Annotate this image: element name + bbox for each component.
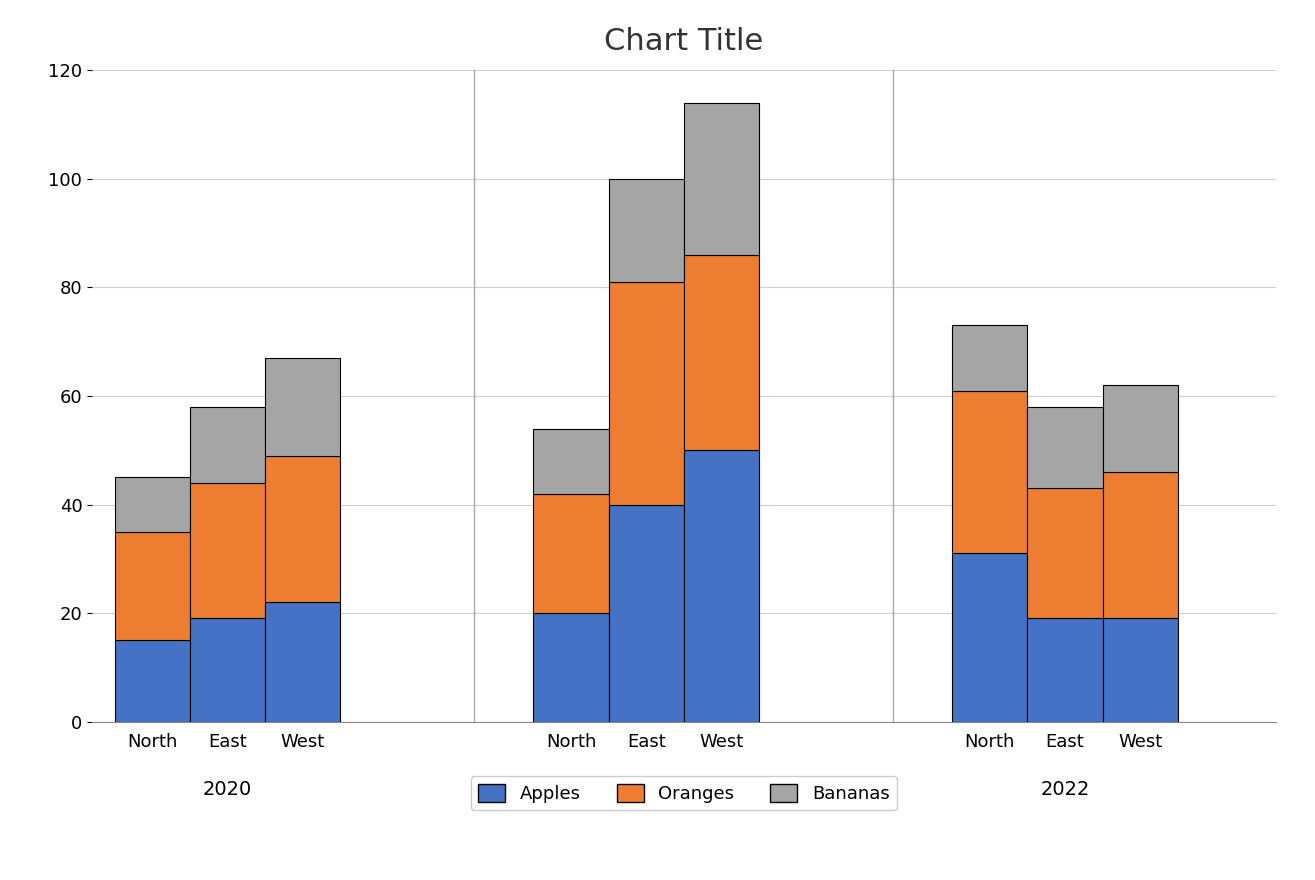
Bar: [534, 613, 609, 722]
Bar: [189, 619, 264, 722]
Bar: [114, 477, 189, 532]
Bar: [684, 451, 759, 722]
Bar: [189, 407, 264, 483]
Title: Chart Title: Chart Title: [604, 26, 764, 55]
Text: 2021: 2021: [622, 780, 671, 799]
Bar: [1103, 619, 1178, 722]
Bar: [264, 358, 341, 456]
Bar: [264, 602, 341, 722]
Bar: [1103, 385, 1178, 472]
Bar: [684, 103, 759, 255]
Bar: [1027, 488, 1103, 619]
Legend: Apples, Oranges, Bananas: Apples, Oranges, Bananas: [471, 776, 897, 810]
Bar: [952, 326, 1027, 391]
Bar: [609, 179, 684, 282]
Bar: [609, 504, 684, 722]
Text: 2020: 2020: [203, 780, 252, 799]
Bar: [189, 483, 264, 619]
Bar: [534, 494, 609, 613]
Bar: [952, 391, 1027, 554]
Text: 2022: 2022: [1040, 780, 1090, 799]
Bar: [1103, 472, 1178, 619]
Bar: [952, 554, 1027, 722]
Bar: [684, 255, 759, 451]
Bar: [114, 640, 189, 722]
Bar: [264, 456, 341, 602]
Bar: [534, 429, 609, 494]
Bar: [114, 532, 189, 640]
Bar: [1027, 619, 1103, 722]
Bar: [1027, 407, 1103, 488]
Bar: [609, 282, 684, 504]
